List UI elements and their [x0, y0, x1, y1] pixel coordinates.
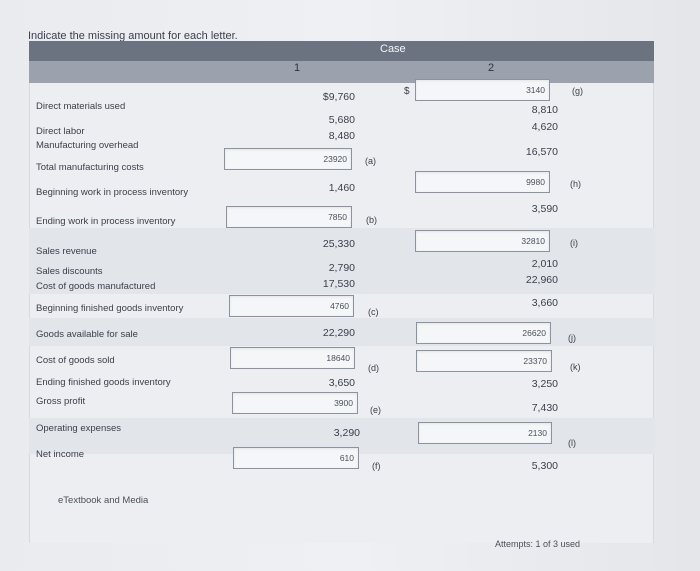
row-label-ending-wip: Ending work in process inventory: [36, 216, 176, 227]
case1-operating-expenses: 3,290: [333, 427, 360, 439]
row-label-beginning-wip: Beginning work in process inventory: [36, 187, 189, 198]
row-label-gross-profit: Gross profit: [36, 396, 86, 407]
row-label-direct-materials: Direct materials used: [36, 101, 126, 112]
table-header-case: [29, 41, 654, 61]
case1-sales-discounts: 2,790: [328, 262, 355, 274]
answer-input-f[interactable]: 610: [233, 447, 359, 469]
row-label-beginning-fg: Beginning finished goods inventory: [36, 303, 184, 314]
case2-ending-wip: 3,590: [531, 203, 558, 215]
answer-input-j[interactable]: 26620: [416, 322, 551, 344]
letter-f: (f): [372, 461, 381, 471]
table-header-columns: [29, 61, 654, 83]
case2-beginning-fg: 3,660: [531, 297, 558, 309]
row-label-cogm: Cost of goods manufactured: [36, 281, 156, 292]
letter-l: (l): [568, 438, 576, 448]
attempts-counter: Attempts: 1 of 3 used: [495, 539, 581, 549]
row-label-total-mfg: Total manufacturing costs: [36, 162, 144, 173]
case1-beginning-wip: 1,460: [328, 182, 355, 194]
answer-input-a[interactable]: 23920: [224, 148, 352, 170]
etextbook-media-link[interactable]: eTextbook and Media: [58, 495, 149, 506]
row-label-direct-labor: Direct labor: [36, 126, 85, 137]
letter-c: (c): [368, 307, 379, 317]
letter-a: (a): [365, 156, 376, 166]
answer-input-l[interactable]: 2130: [418, 422, 552, 444]
answer-input-e[interactable]: 3900: [232, 392, 358, 414]
row-label-sales-revenue: Sales revenue: [36, 246, 97, 257]
case2-total-mfg: 16,570: [525, 146, 558, 158]
answer-input-b[interactable]: 7850: [226, 206, 352, 228]
currency-symbol: $: [404, 86, 410, 97]
case1-sales-revenue: 25,330: [322, 238, 355, 250]
letter-d: (d): [368, 363, 379, 373]
case1-goods-available: 22,290: [322, 327, 355, 339]
case2-net-income: 5,300: [531, 460, 558, 472]
letter-g: (g): [572, 86, 583, 96]
letter-k: (k): [570, 362, 581, 372]
answer-input-i[interactable]: 32810: [415, 230, 550, 252]
column-1-label: 1: [294, 62, 301, 74]
case2-cogm: 22,960: [525, 274, 558, 286]
case1-direct-materials: $9,760: [322, 91, 355, 103]
row-label-cogs: Cost of goods sold: [36, 355, 115, 366]
case-label: Case: [380, 43, 406, 55]
case1-direct-labor: 5,680: [328, 114, 355, 126]
letter-j: (j): [568, 333, 576, 343]
case2-mfg-overhead: 4,620: [531, 121, 558, 133]
row-label-goods-available: Goods available for sale: [36, 329, 138, 340]
row-label-mfg-overhead: Manufacturing overhead: [36, 140, 139, 151]
letter-e: (e): [370, 405, 381, 415]
row-label-operating-expenses: Operating expenses: [36, 423, 122, 434]
case1-cogm: 17,530: [322, 278, 355, 290]
instruction-text: Indicate the missing amount for each let…: [28, 30, 238, 42]
answer-input-h[interactable]: 9980: [415, 171, 550, 193]
case2-sales-discounts: 2,010: [531, 258, 558, 270]
letter-h: (h): [570, 179, 581, 189]
answer-input-g[interactable]: 3140: [415, 79, 550, 101]
case1-mfg-overhead: 8,480: [328, 130, 355, 142]
letter-i: (i): [570, 238, 578, 248]
row-label-ending-fg: Ending finished goods inventory: [36, 377, 171, 388]
row-label-net-income: Net income: [36, 449, 85, 460]
answer-input-k[interactable]: 23370: [416, 350, 552, 372]
row-label-sales-discounts: Sales discounts: [36, 266, 103, 277]
case2-gross-profit: 7,430: [531, 402, 558, 414]
case2-ending-fg: 3,250: [531, 378, 558, 390]
answer-input-d[interactable]: 18640: [230, 347, 355, 369]
answer-input-c[interactable]: 4760: [229, 295, 354, 317]
column-2-label: 2: [488, 62, 495, 74]
case2-direct-labor: 8,810: [531, 104, 558, 116]
case1-ending-fg: 3,650: [328, 377, 355, 389]
letter-b: (b): [366, 215, 377, 225]
